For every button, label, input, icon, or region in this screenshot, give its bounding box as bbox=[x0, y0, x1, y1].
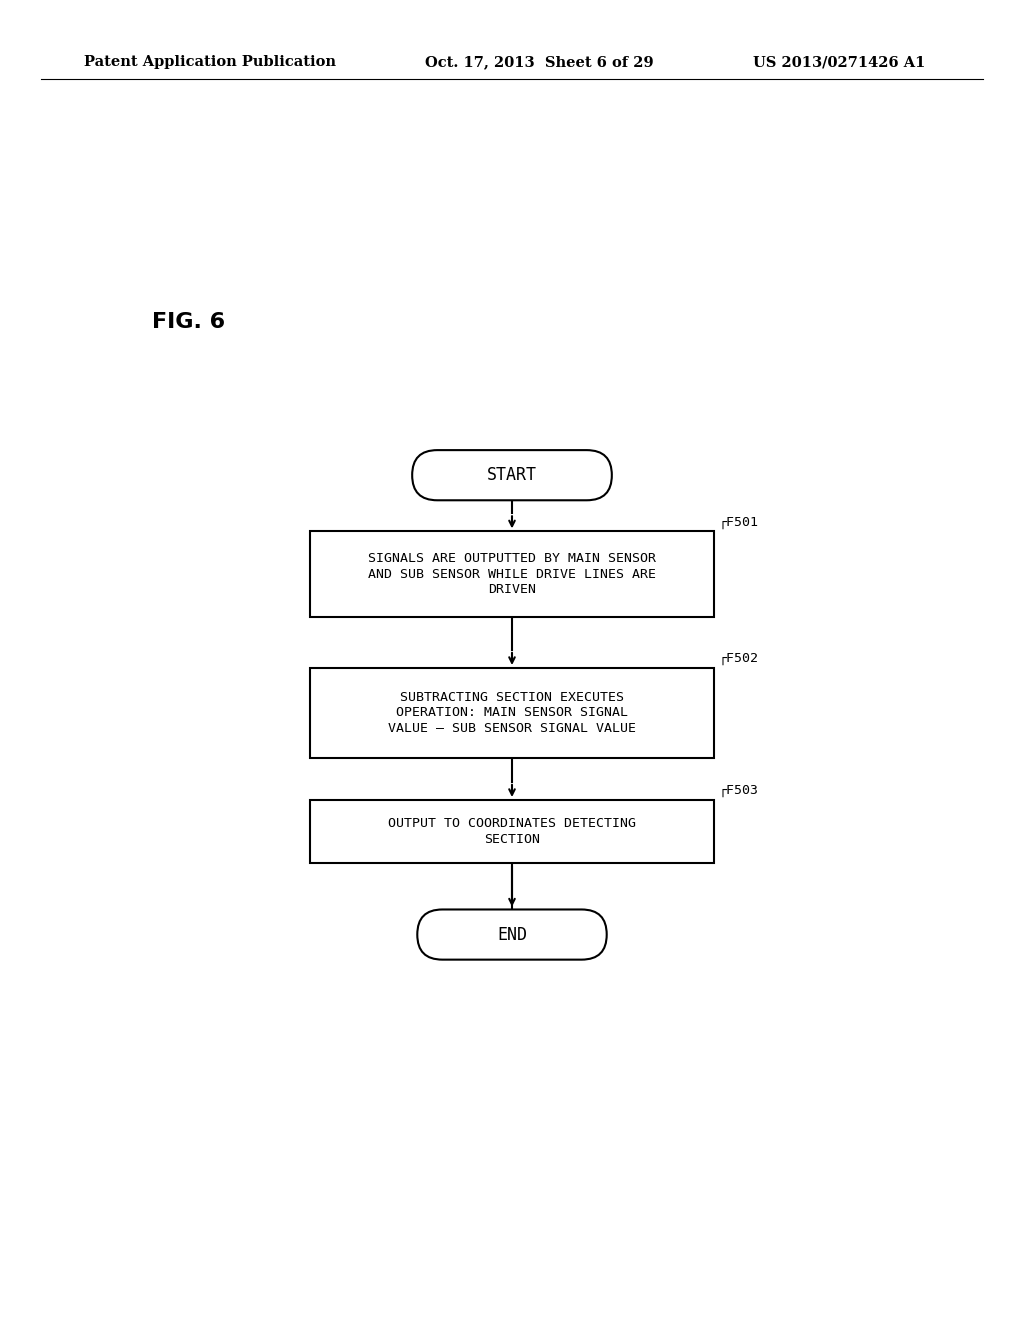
Bar bbox=[309, 800, 715, 863]
Text: START: START bbox=[487, 466, 537, 484]
Text: VALUE – SUB SENSOR SIGNAL VALUE: VALUE – SUB SENSOR SIGNAL VALUE bbox=[388, 722, 636, 735]
Bar bbox=[309, 668, 715, 758]
Text: OPERATION: MAIN SENSOR SIGNAL: OPERATION: MAIN SENSOR SIGNAL bbox=[396, 706, 628, 719]
Text: ┌F501: ┌F501 bbox=[718, 516, 758, 529]
Text: US 2013/0271426 A1: US 2013/0271426 A1 bbox=[753, 55, 925, 69]
Text: DRIVEN: DRIVEN bbox=[488, 583, 536, 597]
Text: FIG. 6: FIG. 6 bbox=[152, 312, 224, 333]
Text: END: END bbox=[497, 925, 527, 944]
Text: SUBTRACTING SECTION EXECUTES: SUBTRACTING SECTION EXECUTES bbox=[400, 690, 624, 704]
FancyBboxPatch shape bbox=[418, 909, 606, 960]
Text: Patent Application Publication: Patent Application Publication bbox=[84, 55, 336, 69]
Text: OUTPUT TO COORDINATES DETECTING: OUTPUT TO COORDINATES DETECTING bbox=[388, 817, 636, 830]
FancyBboxPatch shape bbox=[412, 450, 611, 500]
Text: AND SUB SENSOR WHILE DRIVE LINES ARE: AND SUB SENSOR WHILE DRIVE LINES ARE bbox=[368, 568, 656, 581]
Text: ┌F502: ┌F502 bbox=[718, 652, 758, 665]
Bar bbox=[309, 532, 715, 618]
Text: ┌F503: ┌F503 bbox=[718, 784, 758, 797]
Text: SECTION: SECTION bbox=[484, 833, 540, 846]
Text: SIGNALS ARE OUTPUTTED BY MAIN SENSOR: SIGNALS ARE OUTPUTTED BY MAIN SENSOR bbox=[368, 552, 656, 565]
Text: Oct. 17, 2013  Sheet 6 of 29: Oct. 17, 2013 Sheet 6 of 29 bbox=[425, 55, 653, 69]
